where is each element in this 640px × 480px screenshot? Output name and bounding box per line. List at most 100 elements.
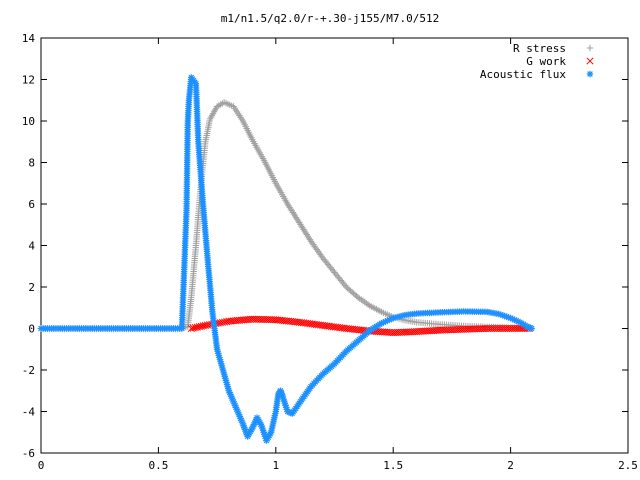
data-point [341,282,349,289]
data-point [511,316,518,323]
data-point [231,402,239,409]
data-point [228,394,236,402]
data-point [331,269,338,276]
data-point [380,319,387,326]
y-tick-label: -2 [22,364,35,377]
data-point [280,397,288,405]
data-point [382,318,389,325]
data-point [503,313,510,320]
data-point [340,280,347,287]
data-point [225,387,233,394]
data-point [328,266,336,273]
data-point [238,417,245,424]
y-tick-label: 14 [22,32,36,45]
data-point [233,405,240,413]
y-tick-label: 4 [28,240,35,253]
plot-frame [40,37,629,454]
data-point [259,426,267,434]
data-point [221,318,229,326]
data-point [235,411,243,418]
data-point [201,321,209,329]
data-point [332,270,340,278]
legend-marker [586,57,594,65]
y-tick-label: 10 [22,115,35,128]
data-point [388,315,395,323]
y-tick-label: 6 [28,198,35,211]
data-point [339,278,346,286]
y-tick-label: -4 [22,406,36,419]
data-point [282,402,289,409]
data-point [523,323,531,330]
data-point [281,400,289,407]
y-tick-label: 8 [28,157,35,170]
data-point [283,406,291,413]
data-point [282,404,290,411]
data-point [260,429,267,436]
x-tick-label: 0.5 [148,459,168,472]
data-point [237,415,244,422]
data-point [249,423,257,430]
data-point [507,314,514,322]
x-tick-label: 1.5 [383,459,403,472]
data-point [514,318,522,325]
data-point [203,321,212,329]
data-point [499,312,506,319]
data-point [501,312,508,320]
x-tick-label: 0 [38,459,45,472]
data-point [526,324,534,332]
data-point [326,262,333,270]
data-point [495,310,503,318]
data-point [261,431,268,438]
data-point [232,404,240,411]
data-point [525,323,532,331]
legend-marker [586,70,594,78]
data-point [279,393,287,401]
data-point [386,316,393,324]
data-point [509,315,516,323]
data-point [285,408,293,416]
data-point [384,317,391,324]
data-point [287,409,294,417]
chart-title: m1/n1.5/q2.0/r-+.30-j155/M7.0/512 [221,12,440,25]
legend-label: R stress [513,42,566,55]
legend-label: G work [526,55,566,68]
data-point [335,274,342,281]
data-point [513,317,520,324]
data-point [229,396,236,404]
y-tick-label: 2 [28,281,35,294]
data-point [284,408,291,415]
data-point [258,422,265,430]
data-point [238,418,246,426]
data-point [333,272,341,279]
data-point [239,420,247,428]
data-point [319,254,326,262]
data-point [322,257,329,265]
data-point [336,275,343,283]
legend-label: Acoustic flux [480,68,566,81]
data-point [251,419,258,427]
y-tick-label: 12 [22,74,35,87]
data-point [378,320,385,327]
x-tick-label: 1 [272,459,279,472]
data-point [497,311,505,318]
series-r-stress [37,99,533,332]
y-tick-label: -6 [22,447,35,460]
data-point [227,391,234,398]
data-point [226,389,233,396]
y-tick-label: 0 [28,323,35,336]
data-point [528,325,535,332]
data-point [241,424,248,431]
data-point [324,261,332,268]
data-point [323,259,330,266]
data-point [234,407,241,415]
data-point [320,256,328,263]
data-point [280,395,287,403]
data-point [241,426,249,433]
axis-ticks: 0 0.5 1 1.5 2 2.5 -6 -4 -2 0 2 4 6 8 10 12 14 [22,32,638,472]
data-point [329,267,337,275]
data-point [230,398,237,406]
data-point [216,319,224,327]
data-point [327,264,334,271]
data-point [236,413,243,420]
